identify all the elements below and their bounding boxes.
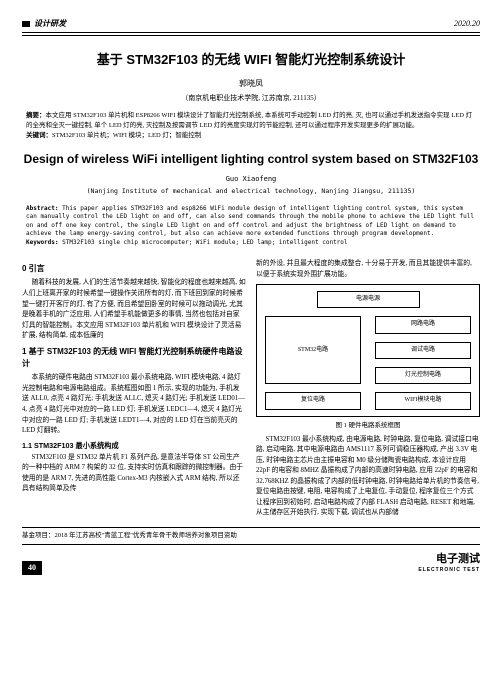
header-rule <box>22 35 480 36</box>
section-0-para: 随着科技的发展, 人们的生活节奏越来越快, 智能化的程度也越来越高, 如人们上班… <box>22 278 246 341</box>
title-cn: 基于 STM32F103 的无线 WIFI 智能灯光控制系统设计 <box>22 50 480 70</box>
header-section: 设计研发 <box>22 18 66 30</box>
keywords-en-text: STM32F103 single chip microcomputer; WiF… <box>62 239 347 246</box>
affiliation-en: (Nanjing Institute of mechanical and ele… <box>22 187 480 197</box>
col2-para-1: 新的外设, 并且最大程度的集成整合, 十分易于开发, 而且其能提供丰富的, 以便… <box>256 259 480 280</box>
magazine-name: 电子测试 ELECTRONIC TEST <box>418 551 480 575</box>
fig-box-wifi: WIFI模块电路 <box>375 392 471 409</box>
keywords-cn-label: 关键词： <box>26 132 52 139</box>
page-footer: 40 电子测试 ELECTRONIC TEST <box>22 551 480 575</box>
section-0-heading: 0 引言 <box>22 263 246 275</box>
fig-box-light: 灯光控制电路 <box>375 367 471 384</box>
abstract-en-text: This paper applies STM32F103 and esp8266… <box>26 205 474 237</box>
author-cn: 郭晓凤 <box>22 78 480 90</box>
figure-1-caption: 图 1 硬件电路系统框图 <box>256 421 480 431</box>
page-number: 40 <box>22 561 42 575</box>
col2-para-2: STM32F103 最小系统构成, 由电源电路, 时钟电路, 复位电路, 调试接… <box>256 435 480 519</box>
author-en: Guo Xiaofeng <box>22 174 480 185</box>
body-columns: 0 引言 随着科技的发展, 人们的生活节奏越来越快, 智能化的程度也越来越高, … <box>22 259 480 521</box>
fig-box-reset: 复位电路 <box>265 392 361 409</box>
section-1-1-para: STM32F103 是 STM32 单片机 F1 系列产品, 是意法半导体 ST… <box>22 453 246 495</box>
fig-box-debug: 调试电路 <box>375 342 471 359</box>
abstract-en-label: Abstract: <box>26 205 59 212</box>
section-1-para: 本系统的硬件电路由 STM32F103 最小系统电路, WIFI 模块电路, 4… <box>22 373 246 436</box>
abstract-cn-label: 摘要： <box>26 112 46 119</box>
fig-box-power: 电源电源 <box>317 291 420 308</box>
section-1-1-heading: 1.1 STM32F103 最小系统构成 <box>22 440 246 451</box>
figure-1-grid: 电源电源 网路电路 STM32电路 复位电路 调试电路 WIFI模块电路 灯光控… <box>265 291 471 409</box>
page: 设计研发 2020.20 基于 STM32F103 的无线 WIFI 智能灯光控… <box>0 0 502 676</box>
section-1-heading: 1 基于 STM32F103 的无线 WIFI 智能灯光控制系统硬件电路设计 <box>22 346 246 371</box>
keywords-cn-text: STM32F103 单片机；WIFI 模块；LED 灯；智能控制 <box>52 132 201 139</box>
page-header: 设计研发 2020.20 <box>22 18 480 33</box>
keywords-en-label: Keywords: <box>26 239 59 246</box>
fig-box-stm32: STM32电路 <box>265 316 361 384</box>
column-left: 0 引言 随着科技的发展, 人们的生活节奏越来越快, 智能化的程度也越来越高, … <box>22 259 246 521</box>
header-issue: 2020.20 <box>454 18 480 30</box>
title-en: Design of wireless WiFi intelligent ligh… <box>22 152 480 168</box>
funding-note: 基金项目：2018 年江苏高校"青蓝工程"优秀青年骨干教师培养对象项目资助 <box>22 527 480 545</box>
fig-box-net: 网路电路 <box>375 316 471 333</box>
affiliation-cn: （南京机电职业技术学院, 江苏南京, 211135） <box>22 93 480 104</box>
column-right: 新的外设, 并且最大程度的集成整合, 十分易于开发, 而且其能提供丰富的, 以便… <box>256 259 480 521</box>
figure-1: 电源电源 网路电路 STM32电路 复位电路 调试电路 WIFI模块电路 灯光控… <box>256 284 480 416</box>
abstract-cn: 摘要：本文应用 STM32F103 单片机和 ESP8266 WIFI 模块设计… <box>22 111 480 140</box>
abstract-cn-text: 本文应用 STM32F103 单片机和 ESP8266 WIFI 模块设计了智能… <box>26 112 472 129</box>
abstract-en: Abstract: This paper applies STM32F103 a… <box>22 205 480 247</box>
magazine-en: ELECTRONIC TEST <box>418 567 480 575</box>
magazine-cn: 电子测试 <box>436 553 480 565</box>
